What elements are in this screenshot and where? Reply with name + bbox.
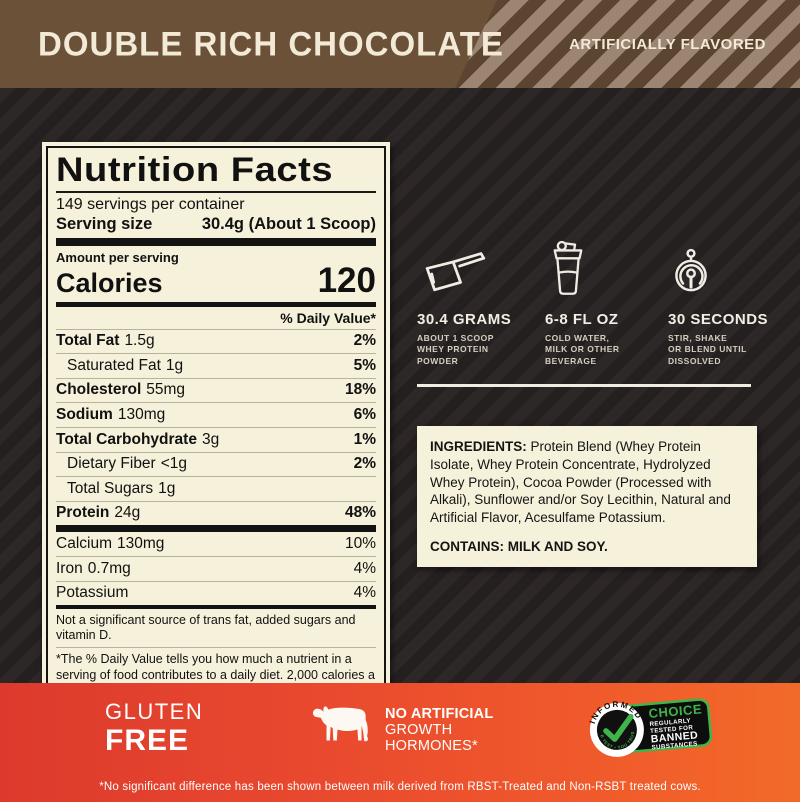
calories-value: 120 xyxy=(317,260,376,300)
step-title: 6-8 FL OZ xyxy=(545,311,619,328)
not-significant-note: Not a significant source of trans fat, a… xyxy=(56,613,356,643)
badge-sub2: TESTED FOR xyxy=(650,724,694,735)
thin-thick-divider xyxy=(56,605,376,610)
allergen-statement: CONTAINS: MILK AND SOY. xyxy=(430,539,608,555)
nutrient-row-protein: Protein 24g 48% xyxy=(56,500,376,526)
nutrient-row-dietary-fiber: Dietary Fiber <1g 2% xyxy=(56,451,376,477)
amount-per-serving-label: Amount per serving xyxy=(56,249,179,265)
informed-choice-badge: INFORMED WE TEST • YOU TRUST CHOICE REGU… xyxy=(581,691,716,769)
claims-bar: GLUTEN FREE NO ARTIFICIAL GROWTH HORMONE… xyxy=(0,683,800,802)
timer-icon xyxy=(668,238,778,300)
ingredients-box: INGREDIENTS: Protein Blend (Whey Protein… xyxy=(417,426,757,567)
rbst-disclaimer: *No significant difference has been show… xyxy=(99,781,701,793)
hormones-line-2: GROWTH xyxy=(385,721,453,738)
no-hormones-claim: NO ARTIFICIAL GROWTH HORMONES* xyxy=(385,706,494,755)
medium-divider xyxy=(56,301,376,307)
nutrient-row-cholesterol: Cholesterol 55mg 18% xyxy=(56,377,376,403)
nutrient-row-saturated-fat: Saturated Fat 1g 5% xyxy=(56,353,376,378)
thick-divider xyxy=(56,237,376,246)
directions-step-scoop: 30.4 GRAMS ABOUT 1 SCOOP WHEY PROTEIN PO… xyxy=(417,238,545,367)
thick-divider xyxy=(56,525,376,533)
diagonal-stripes-decoration xyxy=(455,0,800,88)
divider xyxy=(56,190,376,193)
serving-size-label: Serving size xyxy=(56,214,153,233)
flavor-title: DOUBLE RICH CHOCOLATE xyxy=(38,24,504,63)
mineral-row-calcium: Calcium 130mg 10% xyxy=(56,534,376,552)
directions-row: 30.4 GRAMS ABOUT 1 SCOOP WHEY PROTEIN PO… xyxy=(417,238,778,367)
hormones-line-3: HORMONES* xyxy=(385,737,478,754)
checkmark-icon xyxy=(603,713,634,742)
cow-icon xyxy=(310,701,376,752)
calories-row: Calories 120 xyxy=(56,260,376,300)
scoop-icon xyxy=(417,238,545,300)
nutrient-row-total-fat: Total Fat 1.5g 2% xyxy=(56,328,376,354)
nutrition-facts-panel: Nutrition Facts 149 servings per contain… xyxy=(42,142,390,714)
nutrient-row-total-sugars: Total Sugars 1g xyxy=(56,476,376,501)
step-title: 30 SECONDS xyxy=(668,311,769,328)
ingredients-label: INGREDIENTS: xyxy=(430,439,527,454)
directions-step-liquid: 6-8 FL OZ COLD WATER, MILK OR OTHER BEVE… xyxy=(545,238,668,367)
ingredients-body: Protein Blend (Whey Protein Isolate, Whe… xyxy=(430,439,731,526)
calories-label: Calories xyxy=(56,267,163,298)
mineral-row-iron: Iron 0.7mg 4% xyxy=(56,556,376,581)
step-detail: STIR, SHAKE OR BLEND UNTIL DISSOLVED xyxy=(668,333,747,366)
mineral-row-potassium: Potassium 4% xyxy=(56,580,376,606)
step-title: 30.4 GRAMS xyxy=(417,311,512,328)
badge-sub4: SUBSTANCES xyxy=(651,740,698,751)
ingredients-text: INGREDIENTS: Protein Blend (Whey Protein… xyxy=(430,438,744,527)
nutrition-facts-title: Nutrition Facts xyxy=(56,151,334,189)
shaker-icon xyxy=(545,238,668,300)
gluten-word: GLUTEN xyxy=(105,699,204,724)
serving-size-row: Serving size 30.4g (About 1 Scoop) xyxy=(56,215,376,234)
badge-sub3: BANNED xyxy=(650,729,698,745)
nutrient-row-sodium: Sodium 130mg 6% xyxy=(56,402,376,427)
directions-step-time: 30 SECONDS STIR, SHAKE OR BLEND UNTIL DI… xyxy=(668,238,778,367)
free-word: FREE xyxy=(105,724,190,757)
white-divider-line xyxy=(417,384,751,387)
badge-sub1: REGULARLY xyxy=(649,717,691,728)
servings-per-container: 149 servings per container xyxy=(56,195,245,213)
hormones-line-1: NO ARTIFICIAL xyxy=(385,706,494,722)
gluten-free-claim: GLUTEN FREE xyxy=(105,701,203,756)
badge-choice-text: CHOICE xyxy=(648,701,703,721)
flavor-bar: DOUBLE RICH CHOCOLATE ARTIFICIALLY FLAVO… xyxy=(0,0,800,88)
serving-size-value: 30.4g (About 1 Scoop) xyxy=(201,214,376,233)
daily-value-header: % Daily Value* xyxy=(280,309,376,326)
artificially-flavored-label: ARTIFICIALLY FLAVORED xyxy=(569,35,766,53)
main-panel-area: Nutrition Facts 149 servings per contain… xyxy=(0,88,800,714)
step-detail: ABOUT 1 SCOOP WHEY PROTEIN POWDER xyxy=(417,333,494,366)
step-detail: COLD WATER, MILK OR OTHER BEVERAGE xyxy=(545,333,620,366)
nutrient-row-total-carbohydrate: Total Carbohydrate 3g 1% xyxy=(56,427,376,452)
